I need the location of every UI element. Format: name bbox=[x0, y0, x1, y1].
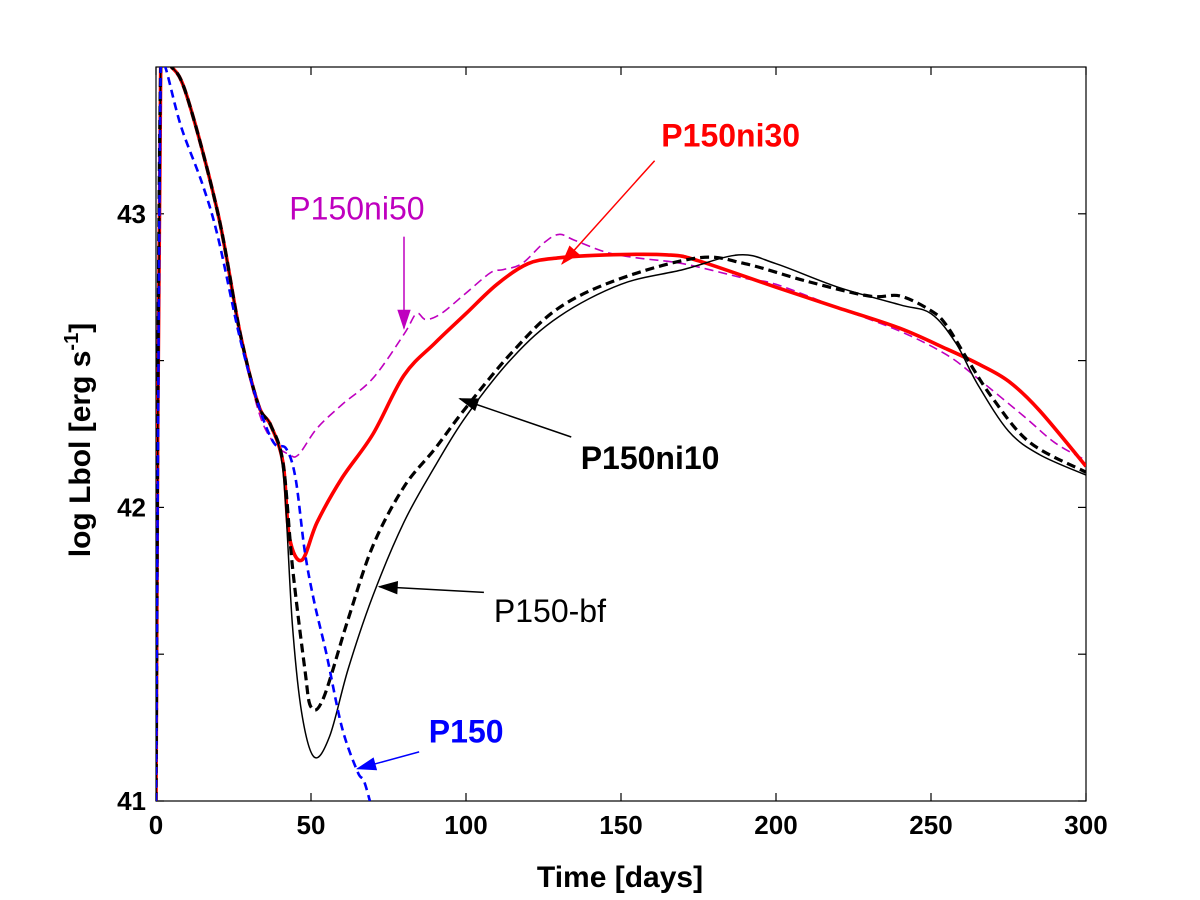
x-tick-label: 150 bbox=[599, 810, 642, 840]
x-tick-label: 200 bbox=[754, 810, 797, 840]
series-line-p150-bf bbox=[156, 67, 1086, 801]
series-layer bbox=[156, 67, 1086, 801]
annotation-layer: P150ni30 P150ni50 P150ni10 P150-bf P150 bbox=[289, 117, 800, 771]
y-axis-label-suffix: ] bbox=[64, 323, 97, 333]
series-line-p150 bbox=[156, 67, 372, 801]
annotation-label-p150ni10: P150ni10 bbox=[581, 440, 720, 476]
annotation-arrowhead-p150ni30 bbox=[561, 245, 580, 265]
annotation-arrow-p150ni10 bbox=[459, 398, 572, 438]
x-axis-label: Time [days] bbox=[537, 861, 703, 894]
annotation-arrowhead-p150-bf bbox=[377, 580, 399, 595]
y-axis-label: log Lbol [erg s-1] bbox=[61, 323, 97, 557]
x-tick-label: 100 bbox=[444, 810, 487, 840]
annotation-label-p150ni50: P150ni50 bbox=[289, 191, 424, 227]
x-tick-label: 300 bbox=[1064, 810, 1107, 840]
x-tick-label: 250 bbox=[909, 810, 952, 840]
y-tick-label: 42 bbox=[117, 492, 146, 522]
ticks-layer: 0 50 100 150 200 250 300 41 42 43 bbox=[117, 67, 1108, 840]
annotation-arrow-p150ni30 bbox=[561, 160, 656, 265]
annotation-label-p150-bf: P150-bf bbox=[494, 593, 606, 629]
annotation-arrowhead-p150ni10 bbox=[458, 398, 480, 412]
y-tick-label: 41 bbox=[117, 786, 146, 816]
annotation-label-p150: P150 bbox=[429, 713, 504, 749]
annotation-arrowhead-p150 bbox=[355, 757, 378, 771]
y-tick-label: 43 bbox=[117, 199, 146, 229]
x-tick-label: 50 bbox=[297, 810, 326, 840]
y-axis-label-sup: -1 bbox=[61, 333, 83, 351]
annotation-label-p150ni30: P150ni30 bbox=[661, 117, 800, 153]
y-axis-label-main: log Lbol [erg s bbox=[64, 351, 97, 558]
plot-frame bbox=[155, 66, 1087, 802]
x-tick-label: 0 bbox=[149, 810, 163, 840]
annotation-arrowhead-p150ni50 bbox=[397, 309, 411, 330]
